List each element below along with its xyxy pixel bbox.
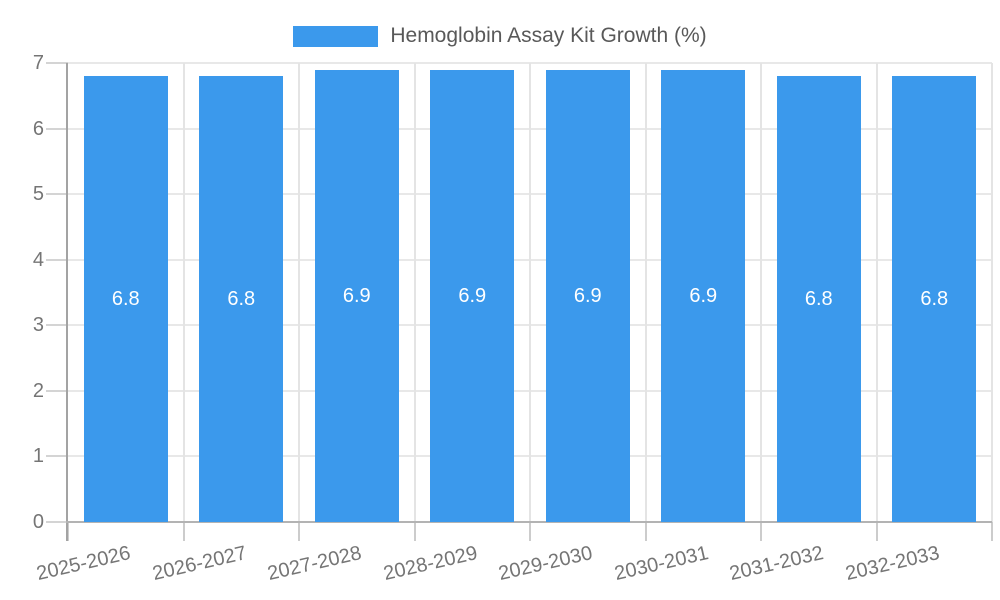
x-axis-tick (182, 522, 185, 541)
y-axis-line (66, 63, 68, 541)
bar-value-label: 6.9 (342, 284, 371, 307)
bar-value-label: 6.9 (458, 284, 487, 307)
y-axis-tick (46, 62, 68, 64)
bar-value-label: 6.8 (804, 288, 833, 311)
y-axis-label: 2 (32, 379, 44, 402)
bar-2029-2030: 6.9 (545, 69, 630, 522)
bar-2026-2027: 6.8 (199, 76, 284, 522)
y-axis-tick (46, 127, 68, 130)
bar-value-label: 6.9 (573, 284, 602, 307)
x-gridline (760, 63, 762, 522)
y-axis-label: 0 (32, 511, 44, 533)
legend-label: Hemoglobin Assay Kit Growth (%) (390, 24, 707, 47)
x-axis-tick (298, 522, 300, 541)
x-axis-tick (760, 522, 762, 541)
legend-swatch (293, 25, 379, 47)
bar-2030-2031: 6.9 (661, 69, 746, 522)
x-axis-label: 2026-2027 (150, 542, 249, 585)
bar-2028-2029: 6.9 (430, 69, 515, 522)
bar-2027-2028: 6.9 (314, 69, 399, 522)
x-axis-tick (413, 522, 416, 541)
x-axis-label: 2031-2032 (727, 542, 826, 585)
y-axis-tick (46, 193, 68, 196)
bar-2031-2032: 6.8 (776, 76, 861, 522)
x-gridline (182, 63, 185, 522)
y-axis-label: 3 (32, 314, 44, 337)
x-gridline (413, 63, 416, 522)
x-axis-tick (529, 522, 531, 541)
bar-2032-2033: 6.8 (892, 76, 977, 522)
bar-value-label: 6.8 (920, 288, 949, 311)
x-gridline (298, 63, 300, 522)
y-axis-tick (46, 324, 68, 327)
bar-value-label: 6.8 (111, 288, 140, 311)
y-axis-label: 1 (32, 445, 44, 468)
x-axis-tick (644, 522, 647, 541)
x-axis-tick (67, 522, 69, 541)
x-axis-label: 2028-2029 (381, 542, 480, 585)
bar-value-label: 6.8 (227, 288, 256, 311)
y-axis-label: 6 (32, 117, 44, 140)
bar-2025-2026: 6.8 (83, 76, 168, 522)
y-axis-label: 7 (32, 52, 44, 74)
x-axis-tick (991, 522, 993, 541)
chart-legend: Hemoglobin Assay Kit Growth (%) (0, 24, 1000, 48)
bar-value-label: 6.9 (689, 284, 718, 307)
y-axis-tick (46, 389, 68, 392)
x-axis-label: 2030-2031 (612, 542, 711, 585)
y-axis-label: 4 (32, 248, 44, 271)
x-gridline (644, 63, 647, 522)
x-axis-tick (875, 522, 878, 541)
y-axis-label: 5 (32, 183, 44, 206)
x-axis-line (66, 521, 992, 523)
x-axis-label: 2029-2030 (496, 542, 595, 585)
x-axis-label: 2025-2026 (34, 542, 133, 585)
y-axis-tick (46, 521, 68, 523)
x-gridline (875, 63, 878, 522)
x-axis-label: 2027-2028 (265, 542, 364, 585)
y-axis-tick (46, 455, 68, 458)
x-gridline (529, 63, 531, 522)
y-axis-tick (46, 258, 68, 261)
x-gridline (991, 63, 993, 522)
x-axis-label: 2032-2033 (843, 542, 942, 585)
